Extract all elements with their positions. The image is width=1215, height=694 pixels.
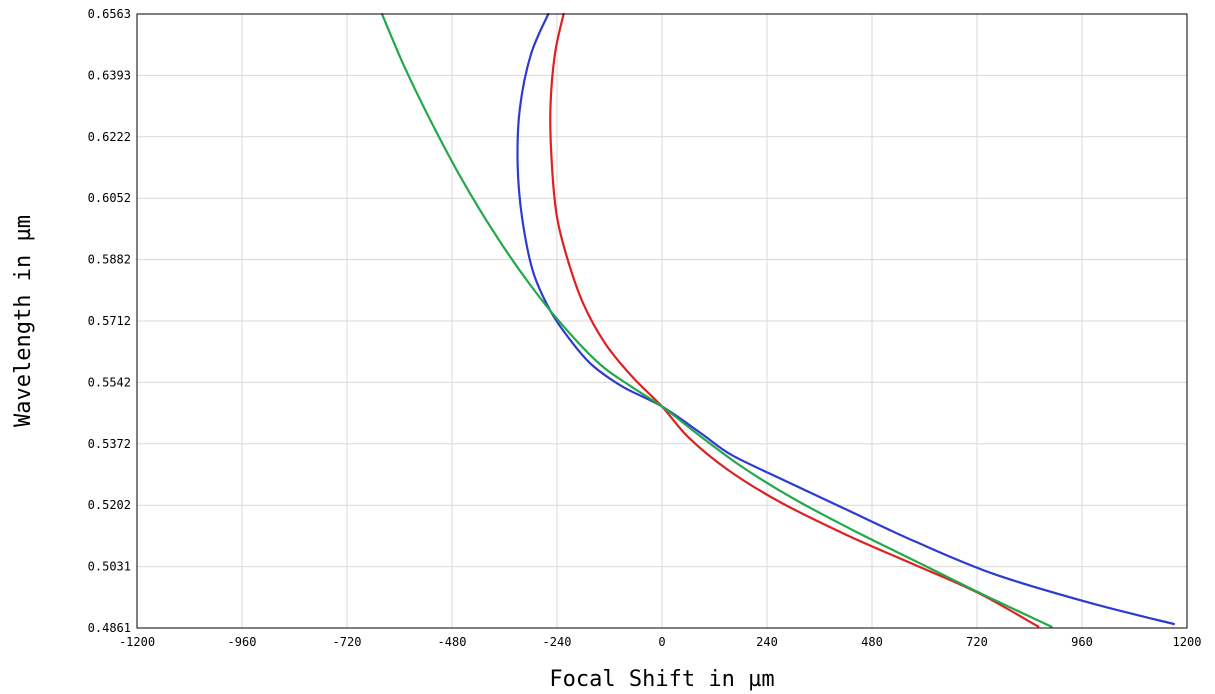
series-line-2 (549, 12, 1040, 628)
y-tick-label: 0.5031 (88, 560, 131, 574)
y-tick-label: 0.5882 (88, 253, 131, 267)
y-tick-label: 0.6393 (88, 68, 131, 82)
y-tick-labels: 0.4861 0.5031 0.5202 0.5372 0.5542 0.5712 0.58… (88, 7, 131, 635)
x-tick-label: -720 (333, 635, 362, 649)
x-axis-title: Focal Shift in µm (549, 667, 774, 692)
x-tick-label: -1200 (119, 635, 155, 649)
x-tick-label: -480 (438, 635, 467, 649)
plot-frame (136, 13, 1188, 629)
x-tick-label: 1200 (1173, 635, 1202, 649)
x-tick-label: 960 (1071, 635, 1093, 649)
y-tick-label: 0.6222 (88, 130, 131, 144)
series-line-1 (516, 12, 1175, 626)
y-tick-label: 0.5712 (88, 314, 131, 328)
series-lines (380, 12, 1175, 628)
y-tick-label: 0.6052 (88, 191, 131, 205)
x-tick-labels: -1200 -960 -720 -480 -240 0 240 480 720 960 1200 (119, 635, 1202, 649)
x-tick-label: 240 (756, 635, 778, 649)
y-axis-title: Wavelength in µm (11, 215, 36, 427)
y-tick-label: 0.4861 (88, 621, 131, 635)
y-tick-label: 0.5372 (88, 437, 131, 451)
x-tick-label: 720 (966, 635, 988, 649)
y-tick-label: 0.5202 (88, 498, 131, 512)
x-tick-label: 0 (658, 635, 665, 649)
x-tick-label: 480 (861, 635, 883, 649)
x-tick-label: -240 (543, 635, 572, 649)
series-line-3 (380, 12, 1053, 628)
x-tick-label: -960 (228, 635, 257, 649)
grid-lines (137, 14, 1187, 628)
y-tick-label: 0.6563 (88, 7, 131, 21)
y-tick-label: 0.5542 (88, 375, 131, 389)
